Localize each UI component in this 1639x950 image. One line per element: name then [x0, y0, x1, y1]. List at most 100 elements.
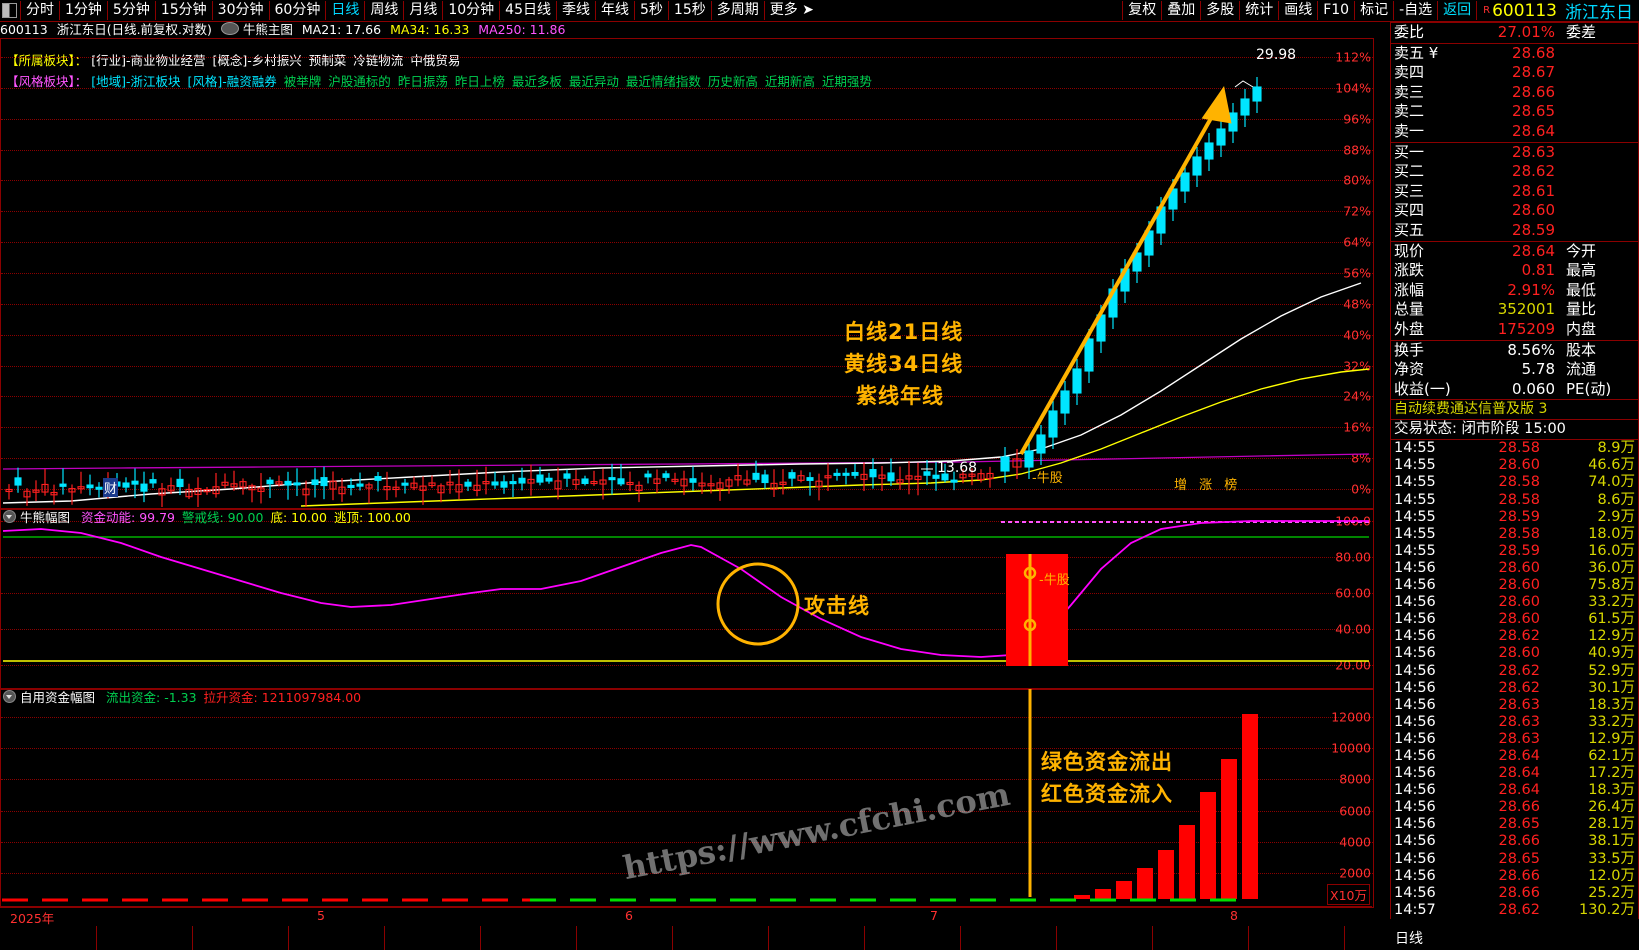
- tick-row[interactable]: 14:56 28.66 25.2万: [1391, 885, 1638, 902]
- promo-banner[interactable]: 自动续费通达信普及版 3: [1390, 399, 1639, 420]
- toolbar-action-3[interactable]: 统计: [1239, 1, 1278, 20]
- style-tag-2[interactable]: 被举牌: [283, 74, 322, 89]
- window-control-icon[interactable]: [2, 3, 17, 18]
- toolbar-period-15[interactable]: 多周期: [710, 1, 764, 20]
- style-tag-7[interactable]: 最近异动: [568, 74, 619, 89]
- toolbar-period-3[interactable]: 15分钟: [154, 1, 212, 20]
- tick-row[interactable]: 14:56 28.62 30.1万: [1391, 680, 1638, 697]
- toolbar-action-0[interactable]: 复权: [1122, 1, 1161, 20]
- style-tag-3[interactable]: 沪股通标的: [328, 74, 391, 89]
- tick-row[interactable]: 14:56 28.65 33.5万: [1391, 851, 1638, 868]
- toolbar-period-11[interactable]: 季线: [555, 1, 595, 20]
- style-tag-0[interactable]: [地域]-浙江板块: [91, 74, 181, 89]
- sub2-title[interactable]: 自用资金幅图: [20, 690, 96, 705]
- toolbar-action-5[interactable]: F10: [1317, 1, 1354, 20]
- tick-row[interactable]: 14:56 28.64 17.2万: [1391, 765, 1638, 782]
- style-tag-5[interactable]: 昨日上榜: [454, 74, 505, 89]
- ask-row-4[interactable]: 卖一 28.64: [1391, 122, 1638, 142]
- toolbar-period-16[interactable]: 更多 ➤: [763, 1, 819, 20]
- tick-row[interactable]: 14:55 28.58 18.0万: [1391, 526, 1638, 543]
- ask-row-1[interactable]: 卖四 28.67: [1391, 63, 1638, 83]
- bid-row-2[interactable]: 买三 28.61: [1391, 182, 1638, 202]
- tick-row[interactable]: 14:56 28.62 12.9万: [1391, 628, 1638, 645]
- indicator-dropdown-icon[interactable]: [220, 22, 239, 35]
- style-tag-6[interactable]: 最近多板: [511, 74, 562, 89]
- sub-chart-bull-bear[interactable]: 牛熊幅图 资金动能: 99.79 警戒线: 90.00 底: 10.00 逃顶: 10…: [0, 508, 1374, 690]
- toolbar-period-1[interactable]: 1分钟: [59, 1, 107, 20]
- main-price-chart[interactable]: 112% 104% 96% 88% 80% 72% 64% 56% 48% 40% 32% 24% 16…: [0, 38, 1374, 510]
- toolbar-period-14[interactable]: 15秒: [667, 1, 711, 20]
- bid-row-1[interactable]: 买二 28.62: [1391, 162, 1638, 182]
- tick-row[interactable]: 14:56 28.62 52.9万: [1391, 663, 1638, 680]
- industry-tag-1[interactable]: [概念]-乡村振兴: [212, 53, 302, 68]
- sub2-dropdown-icon[interactable]: [3, 690, 16, 703]
- stat2-row-2[interactable]: 收益(一) 0.060 PE(动): [1391, 380, 1638, 400]
- industry-tag-3[interactable]: 冷链物流: [353, 53, 404, 68]
- tick-row[interactable]: 14:55 28.58 8.9万: [1391, 440, 1638, 457]
- ask-levels[interactable]: 卖五 ¥ 28.68 卖四 28.67 卖三 28.66 卖二 28.65 卖一 28.64: [1390, 42, 1639, 142]
- stat-row-4[interactable]: 外盘 175209 内盘: [1391, 320, 1638, 340]
- bid-row-0[interactable]: 买一 28.63: [1391, 143, 1638, 163]
- toolbar-period-5[interactable]: 60分钟: [268, 1, 326, 20]
- industry-tag-0[interactable]: [行业]-商业物业经营: [91, 53, 206, 68]
- stat-row-2[interactable]: 涨幅 2.91% 最低: [1391, 281, 1638, 301]
- toolbar-period-2[interactable]: 5分钟: [106, 1, 155, 20]
- tick-row[interactable]: 14:56 28.66 12.0万: [1391, 868, 1638, 885]
- sub-chart-fund-flow[interactable]: 自用资金幅图 流出资金: -1.33 拉升资金: 1211097984.00 12…: [0, 688, 1374, 908]
- tick-row[interactable]: 14:56 28.60 33.2万: [1391, 594, 1638, 611]
- stat2-row-0[interactable]: 换手 8.56% 股本: [1391, 341, 1638, 361]
- style-tag-8[interactable]: 最近情绪指数: [625, 74, 701, 89]
- sub2-header[interactable]: 自用资金幅图 流出资金: -1.33 拉升资金: 1211097984.00: [1, 689, 361, 706]
- stat-row-3[interactable]: 总量 352001 量比: [1391, 300, 1638, 320]
- bid-row-3[interactable]: 买四 28.60: [1391, 201, 1638, 221]
- toolbar-action-6[interactable]: 标记: [1354, 1, 1393, 20]
- bid-levels[interactable]: 买一 28.63 买二 28.62 买三 28.61 买四 28.60 买五 28.59: [1390, 141, 1639, 241]
- toolbar-action-2[interactable]: 多股: [1200, 1, 1239, 20]
- tick-row[interactable]: 14:55 28.58 8.6万: [1391, 492, 1638, 509]
- toolbar-period-8[interactable]: 月线: [403, 1, 442, 20]
- tick-row[interactable]: 14:56 28.64 18.3万: [1391, 782, 1638, 799]
- tick-row[interactable]: 14:57 28.62 130.2万: [1391, 902, 1638, 919]
- tick-row[interactable]: 14:56 28.66 38.1万: [1391, 833, 1638, 850]
- toolbar-period-6[interactable]: 日线: [325, 1, 364, 20]
- tick-row[interactable]: 14:56 28.63 33.2万: [1391, 714, 1638, 731]
- tick-row[interactable]: 14:56 28.63 18.3万: [1391, 697, 1638, 714]
- stat-row-1[interactable]: 涨跌 0.81 最高: [1391, 261, 1638, 281]
- style-tag-4[interactable]: 昨日振荡: [397, 74, 448, 89]
- style-tag-9[interactable]: 历史新高: [707, 74, 758, 89]
- ask-row-0[interactable]: 卖五 ¥ 28.68: [1391, 44, 1638, 64]
- sub1-title[interactable]: 牛熊幅图: [20, 510, 71, 525]
- stat-row-0[interactable]: 现价 28.64 今开: [1391, 242, 1638, 262]
- style-tag-1[interactable]: [风格]-融资融券: [187, 74, 277, 89]
- ask-row-3[interactable]: 卖二 28.65: [1391, 102, 1638, 122]
- ask-row-2[interactable]: 卖三 28.66: [1391, 83, 1638, 103]
- toolbar-period-0[interactable]: 分时: [20, 1, 59, 20]
- quote-panel[interactable]: 委比 27.01% 委差 卖五 ¥ 28.68 卖四 28.67 卖三 28.66 卖二 28…: [1390, 22, 1639, 950]
- toolbar-period-7[interactable]: 周线: [364, 1, 403, 20]
- toolbar-period-10[interactable]: 45日线: [499, 1, 556, 20]
- tick-row[interactable]: 14:56 28.64 62.1万: [1391, 748, 1638, 765]
- tick-row[interactable]: 14:55 28.59 2.9万: [1391, 509, 1638, 526]
- tick-row[interactable]: 14:56 28.60 40.9万: [1391, 645, 1638, 662]
- sector-row-style-items[interactable]: [地域]-浙江板块 [风格]-融资融券 被举牌 沪股通标的 昨日振荡 昨日上榜 最近多板 最近…: [91, 74, 879, 89]
- sub1-header[interactable]: 牛熊幅图 资金动能: 99.79 警戒线: 90.00 底: 10.00 逃顶: 10…: [1, 509, 411, 526]
- tick-row[interactable]: 14:56 28.60 36.0万: [1391, 560, 1638, 577]
- toolbar-period-9[interactable]: 10分钟: [442, 1, 499, 20]
- toolbar-period-12[interactable]: 年线: [594, 1, 634, 20]
- sector-row-industry-items[interactable]: [行业]-商业物业经营 [概念]-乡村振兴 预制菜 冷链物流 中俄贸易: [91, 53, 467, 68]
- toolbar-period-13[interactable]: 5秒: [633, 1, 668, 20]
- style-tag-10[interactable]: 近期新高: [764, 74, 815, 89]
- period-indicator[interactable]: 日线: [1395, 931, 1423, 947]
- tick-row[interactable]: 14:56 28.66 26.4万: [1391, 799, 1638, 816]
- sub1-dropdown-icon[interactable]: [3, 510, 16, 523]
- style-tag-11[interactable]: 近期强势: [821, 74, 872, 89]
- tick-row[interactable]: 14:55 28.58 74.0万: [1391, 474, 1638, 491]
- tick-row[interactable]: 14:56 28.60 61.5万: [1391, 611, 1638, 628]
- stat2-row-1[interactable]: 净资 5.78 流通: [1391, 360, 1638, 380]
- tick-row[interactable]: 14:56 28.60 75.8万: [1391, 577, 1638, 594]
- industry-tag-4[interactable]: 中俄贸易: [410, 53, 461, 68]
- tick-row[interactable]: 14:56 28.63 12.9万: [1391, 731, 1638, 748]
- top-toolbar[interactable]: 分时 1分钟 5分钟 15分钟 30分钟 60分钟 日线 周线 月线 10分钟 45日线 季线 年线 5秒…: [0, 0, 1639, 23]
- toolbar-action-4[interactable]: 画线: [1278, 1, 1317, 20]
- tick-row[interactable]: 14:55 28.60 46.6万: [1391, 457, 1638, 474]
